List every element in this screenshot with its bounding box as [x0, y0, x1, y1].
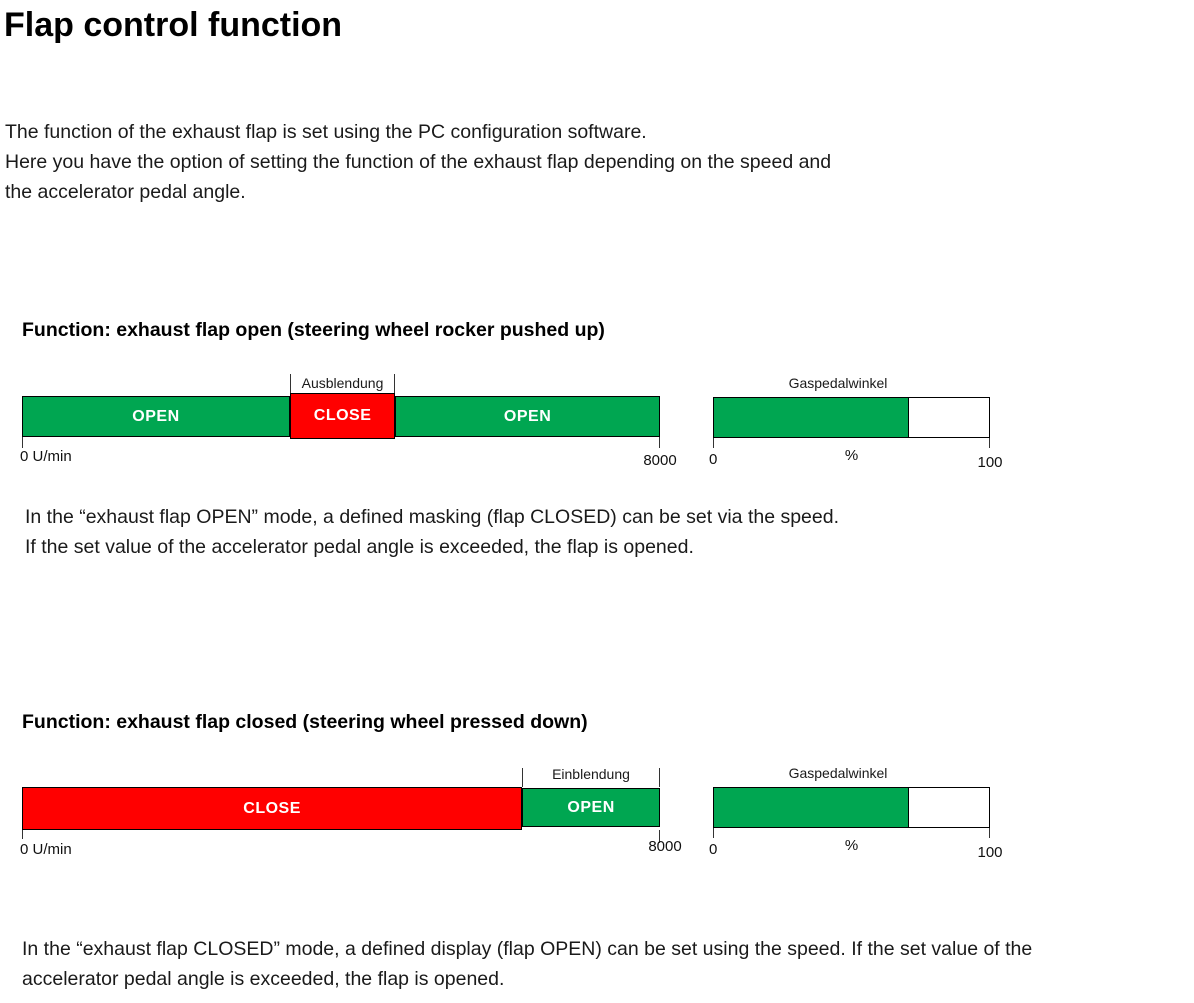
intro-line-3: the accelerator pedal angle. — [5, 181, 246, 203]
body-line-1: In the “exhaust flap CLOSED” mode, a def… — [22, 938, 1033, 960]
axis-tick — [22, 437, 23, 448]
segment-close: CLOSE — [289, 393, 396, 439]
body-line-2: accelerator pedal angle is exceeded, the… — [22, 968, 505, 990]
segment-label: OPEN — [132, 407, 180, 425]
segment-label: OPEN — [503, 407, 552, 425]
section-open-body: In the “exhaust flap OPEN” mode, a defin… — [25, 502, 839, 562]
axis-tick — [659, 437, 660, 448]
pedal-axis-max: 100 — [977, 844, 1003, 861]
body-line-1: In the “exhaust flap OPEN” mode, a defin… — [25, 506, 840, 528]
pedal-bar — [713, 787, 990, 828]
pedal-axis-max: 100 — [977, 454, 1003, 471]
segment-label: CLOSE — [313, 407, 372, 424]
segment-label: CLOSE — [243, 799, 301, 817]
segment-open-2: OPEN — [395, 396, 660, 437]
body-line-2: If the set value of the accelerator peda… — [25, 536, 694, 558]
axis-tick — [989, 828, 990, 838]
axis-tick — [22, 830, 23, 839]
segment-open: OPEN — [522, 788, 660, 827]
annotation-tick-right — [394, 374, 395, 396]
section-closed-heading: Function: exhaust flap closed (steering … — [22, 711, 588, 733]
annotation-tick-left — [290, 374, 291, 396]
section-open-heading: Function: exhaust flap open (steering wh… — [22, 319, 605, 341]
pedal-axis-min: 0 — [709, 841, 718, 858]
pedal-chart-open: Gaspedalwinkel 0 % 100 — [709, 373, 1003, 473]
segment-label: OPEN — [567, 798, 615, 816]
axis-tick — [989, 438, 990, 448]
segment-close: CLOSE — [22, 787, 523, 830]
pedal-chart-title: Gaspedalwinkel — [788, 375, 888, 391]
display-annotation-label: Einblendung — [552, 766, 630, 782]
annotation-tick-left — [522, 768, 523, 787]
pedal-axis-min: 0 — [709, 451, 718, 468]
page-title: Flap control function — [4, 6, 343, 44]
pedal-axis-unit: % — [844, 837, 859, 854]
pedal-bar — [713, 397, 990, 438]
speed-axis-max: 8000 — [648, 838, 682, 855]
speed-axis-min: 0 U/min — [20, 448, 72, 465]
axis-tick — [713, 438, 714, 448]
speed-chart-closed: Einblendung CLOSE OPEN 0 U/min 8000 — [20, 763, 682, 863]
speed-axis-max: 8000 — [643, 452, 677, 469]
pedal-chart-title: Gaspedalwinkel — [788, 765, 888, 781]
segment-open-1: OPEN — [22, 396, 290, 437]
intro-line-2: Here you have the option of setting the … — [5, 151, 832, 173]
pedal-chart-closed: Gaspedalwinkel 0 % 100 — [709, 763, 1003, 863]
annotation-tick-right — [659, 768, 660, 787]
masking-annotation-label: Ausblendung — [301, 375, 384, 391]
speed-axis-min: 0 U/min — [20, 841, 72, 858]
pedal-fill — [714, 788, 910, 827]
section-closed-body: In the “exhaust flap CLOSED” mode, a def… — [22, 934, 1032, 994]
axis-tick — [713, 828, 714, 838]
speed-bar: CLOSE OPEN — [22, 787, 660, 830]
speed-chart-open: Ausblendung OPEN CLOSE OPEN 0 U/min 8000 — [20, 373, 677, 473]
intro-line-1: The function of the exhaust flap is set … — [5, 121, 647, 143]
intro-paragraph: The function of the exhaust flap is set … — [5, 117, 831, 207]
pedal-fill — [714, 398, 910, 437]
axis-tick — [659, 830, 660, 843]
speed-bar: OPEN CLOSE OPEN — [22, 393, 660, 439]
pedal-axis-unit: % — [844, 447, 859, 464]
